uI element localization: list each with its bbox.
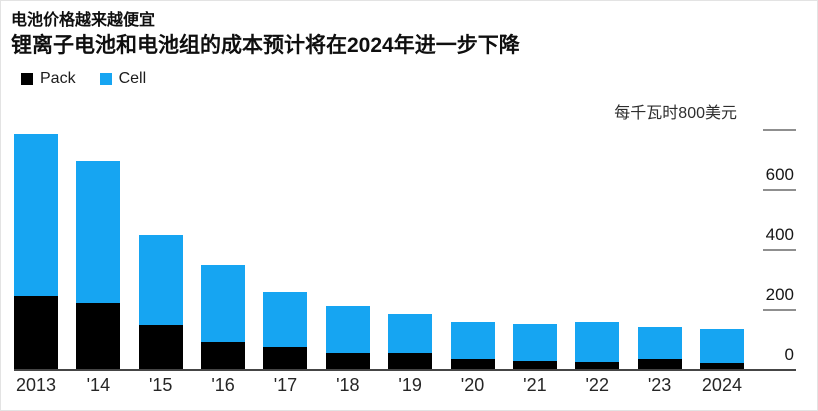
bar-17 [263,129,308,369]
y-axis: 600 400 200 0 [736,129,796,369]
chart-kicker-title: 电池价格越来越便宜 [11,12,156,29]
y-tick-label-400: 400 [765,225,794,244]
cell-segment [138,234,183,325]
cell-segment [699,329,744,363]
y-tick-mark-400 [763,249,796,251]
cell-segment [512,324,557,361]
stacked-bar-plot-area: 600 400 200 0 [14,129,796,371]
cell-segment [325,306,370,354]
chart-headline: 锂离子电池和电池组的成本预计将在2024年进一步下降 [11,34,520,57]
bar-2013 [14,129,58,369]
bar-23 [637,129,682,369]
pack-segment [699,363,744,369]
y-tick-mark-600 [763,189,796,191]
bar-16 [201,129,246,369]
legend-label: Cell [118,70,147,87]
pack-segment [138,324,183,369]
x-label-14: '14 [86,375,111,395]
pack-segment [450,359,495,369]
pack-segment [263,347,308,369]
pack-segment [14,295,58,369]
bar-19 [388,129,433,369]
cell-segment [450,321,495,360]
y-tick-label-600: 600 [765,165,794,184]
cell-segment [201,264,246,342]
bar-15 [138,129,183,369]
x-label-22: '22 [585,375,609,395]
x-axis-labels: 2013 '14 '15 '16 '17 '18 '19 '20 '21 '22 '23 2024 [14,375,744,396]
bar-22 [575,129,620,369]
bars-container [14,129,744,369]
x-label-18: '18 [336,375,360,395]
pack-swatch-icon [21,73,33,85]
x-label-17: '17 [273,375,298,395]
pack-segment [512,360,557,369]
cell-segment [76,161,121,303]
x-label-2024: 2024 [701,375,742,395]
y-tick-mark-800 [763,129,796,131]
x-label-2013: 2013 [15,375,57,395]
pack-segment [325,353,370,369]
x-label-19: '19 [398,375,422,395]
bar-20 [450,129,495,369]
x-label-16: '16 [211,375,235,395]
x-label-15: '15 [148,375,173,395]
pack-segment [575,362,620,369]
x-label-23: '23 [647,375,672,395]
chart-legend: Pack Cell [21,70,146,88]
x-label-20: '20 [460,375,485,395]
pack-segment [388,353,433,369]
pack-segment [201,342,246,369]
bar-2024 [699,129,744,369]
cell-swatch-icon [99,73,112,85]
pack-segment [76,303,121,369]
y-axis-unit-label: 每千瓦时800美元 [614,105,737,122]
y-tick-mark-200 [763,309,796,311]
cell-segment [388,314,433,354]
bar-14 [76,129,121,369]
bar-21 [512,129,557,369]
y-tick-label-0: 0 [784,345,794,364]
y-tick-label-200: 200 [765,285,794,304]
cell-segment [14,133,58,296]
legend-item-pack: Pack [21,70,76,88]
legend-item-cell: Cell [99,70,147,88]
cell-segment [575,321,620,363]
legend-label: Pack [40,70,76,87]
cell-segment [637,327,682,360]
pack-segment [637,359,682,369]
bar-18 [325,129,370,369]
cell-segment [263,291,308,348]
x-label-21: '21 [523,375,547,395]
